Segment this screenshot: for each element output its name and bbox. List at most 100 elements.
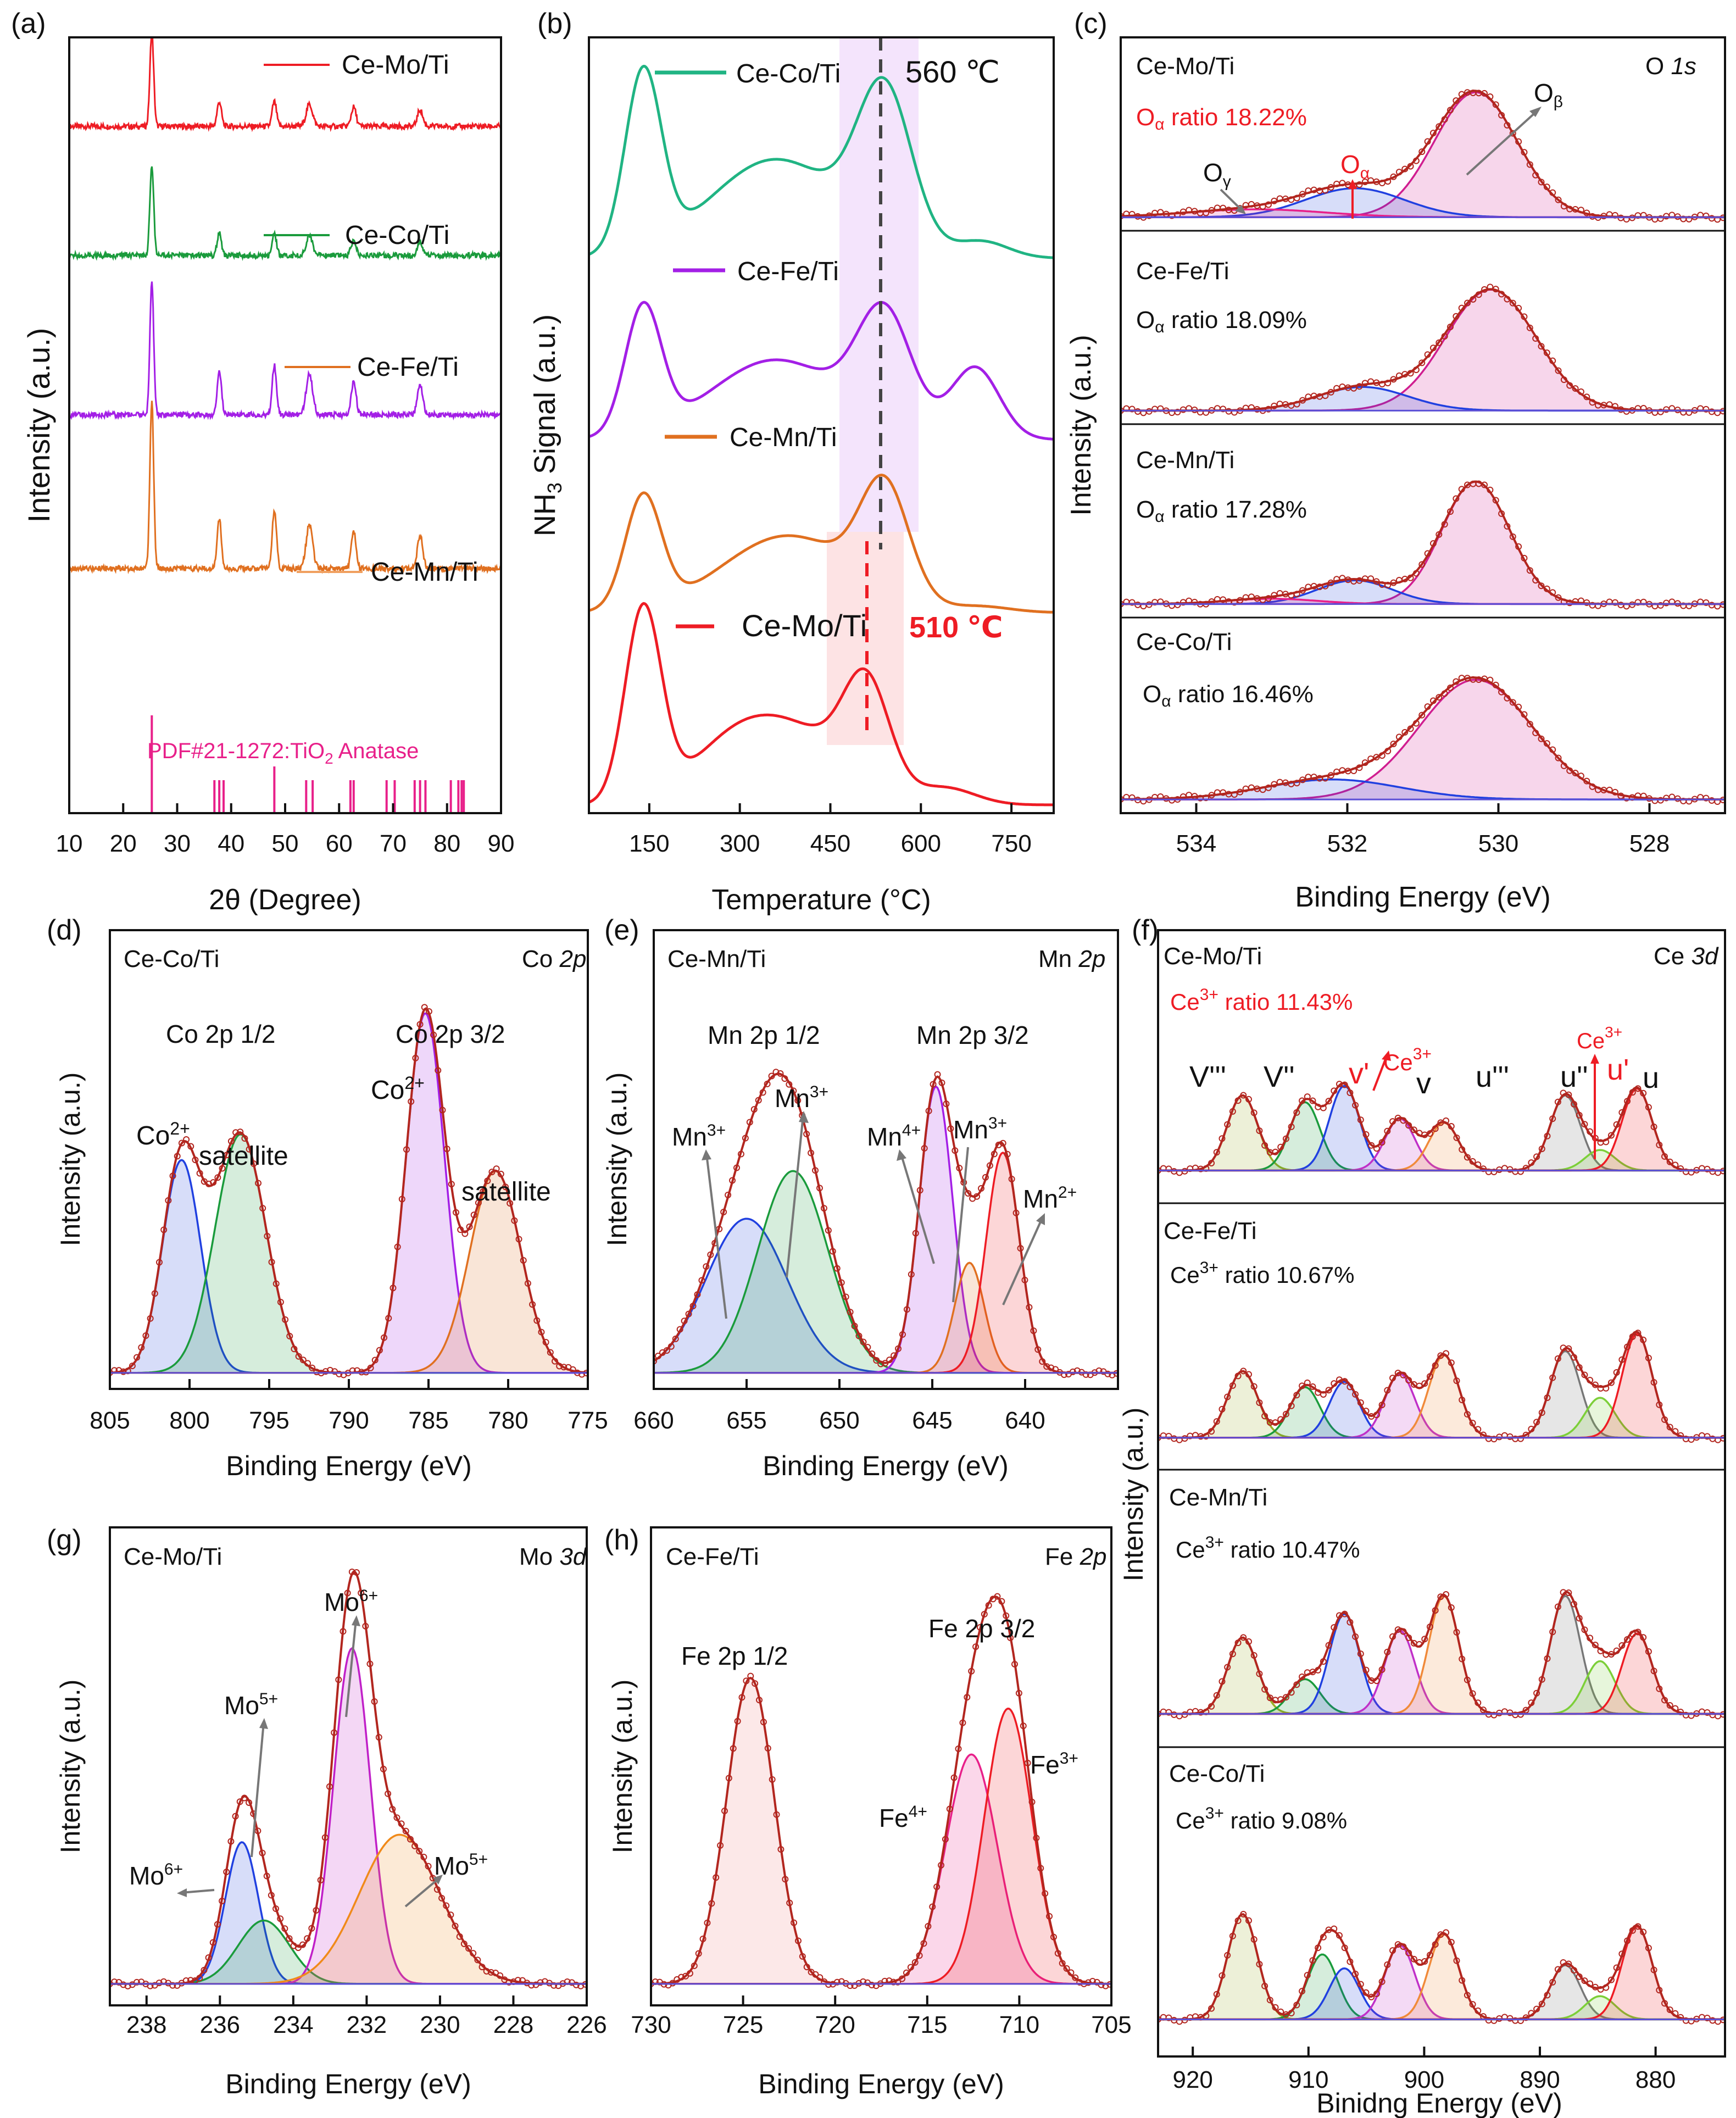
- data-point: [968, 1667, 975, 1675]
- data-point: [1256, 1127, 1263, 1134]
- data-point: [502, 1183, 509, 1191]
- data-point: [730, 1745, 737, 1752]
- data-point: [1395, 733, 1403, 741]
- data-point: [1325, 1642, 1332, 1649]
- x-axis-ticks: 730 725 720 715 710 705: [631, 1995, 1132, 2038]
- arrowhead: [799, 1111, 809, 1123]
- data-point: [1613, 1369, 1620, 1376]
- data-point: [133, 1354, 141, 1361]
- data-point: [799, 1953, 806, 1960]
- data-point: [1470, 296, 1477, 303]
- data-point: [1441, 690, 1448, 697]
- data-point: [1356, 764, 1363, 771]
- data-point: [1069, 1368, 1076, 1375]
- data-point: [1490, 1169, 1498, 1176]
- x-tick-label: 800: [169, 1407, 209, 1434]
- data-point: [367, 1364, 374, 1371]
- data-point: [1378, 180, 1386, 187]
- data-point: [461, 1230, 469, 1237]
- data-point: [925, 1923, 932, 1930]
- data-point: [1555, 196, 1562, 203]
- data-point: [487, 1969, 494, 1976]
- x-tick-label: 785: [408, 1407, 448, 1434]
- data-point: [986, 1162, 993, 1169]
- data-point: [331, 1729, 338, 1736]
- data-point: [1448, 1359, 1455, 1366]
- fit-component-fill: [654, 1171, 1118, 1373]
- sample-label-mo: Ce-Mo/Ti: [1164, 943, 1262, 970]
- panel-a: 10 20 30 40 50 60 70 80 90 Ce-Mo/Ti Ce-Co/Ti Ce-…: [21, 36, 514, 916]
- data-point: [493, 1165, 500, 1172]
- data-point: [1039, 1358, 1046, 1365]
- data-point: [930, 1081, 937, 1088]
- panel-title: Co 2p: [522, 946, 586, 972]
- data-point: [227, 1838, 235, 1845]
- data-point: [505, 1978, 513, 1986]
- data-point: [1288, 1123, 1295, 1130]
- x-axis-ticks: 660 655 650 645 640: [633, 1379, 1045, 1434]
- data-point: [1532, 171, 1539, 179]
- data-point: [663, 1347, 670, 1354]
- data-point: [1426, 1130, 1433, 1137]
- data-point: [733, 1164, 740, 1171]
- data-point: [976, 1624, 983, 1631]
- data-point: [1492, 286, 1499, 293]
- data-point: [1400, 1628, 1407, 1635]
- data-point: [1250, 1383, 1258, 1390]
- data-point: [1405, 1122, 1412, 1129]
- plot-frame: [588, 36, 1055, 814]
- peak-label-ogamma: Oγ: [1203, 158, 1231, 191]
- o1s-subplot: [1121, 283, 1725, 416]
- data-point: [654, 1352, 661, 1359]
- data-point: [375, 1734, 382, 1741]
- data-point: [1549, 1374, 1556, 1381]
- data-point: [358, 1589, 365, 1597]
- data-point: [1469, 2001, 1476, 2008]
- data-point: [1165, 1432, 1172, 1439]
- data-point: [1368, 1142, 1375, 1149]
- fit-component-fill: [110, 1920, 587, 1984]
- data-point: [1282, 1135, 1289, 1142]
- data-point: [474, 1956, 481, 1964]
- data-point: [1011, 1660, 1018, 1667]
- data-point: [241, 1135, 248, 1142]
- data-point: [1390, 579, 1397, 586]
- data-point: [1555, 367, 1562, 374]
- peak-label-mn2plus: Mn2+: [1023, 1183, 1077, 1213]
- data-point: [1432, 1362, 1439, 1369]
- sample-label: Ce-Fe/Ti: [666, 1543, 759, 1570]
- data-point: [994, 1593, 1001, 1600]
- plot-frame: [109, 1526, 588, 2006]
- sample-label: Ce-Co/Ti: [124, 946, 219, 972]
- xrd-series-line: [69, 281, 501, 421]
- data-point: [1229, 1650, 1236, 1658]
- data-point: [1587, 1980, 1594, 1987]
- fit-component-fill: [110, 1134, 588, 1373]
- legend-label-co: Ce-Co/Ti: [736, 59, 841, 88]
- data-point: [1533, 1689, 1540, 1697]
- data-point: [533, 1317, 541, 1324]
- data-point: [1213, 1149, 1220, 1156]
- panel-g: 238 236 234 232 230 228 226 Ce-Mo/Ti Mo 3d Mo6…: [55, 1526, 607, 2099]
- data-point: [1634, 1330, 1642, 1337]
- peak-label-mo6plus-2: Mo6+: [129, 1860, 183, 1890]
- data-point: [1299, 776, 1306, 783]
- data-point: [1004, 1150, 1011, 1158]
- data-point: [1104, 1370, 1111, 1377]
- data-point: [769, 1776, 776, 1783]
- data-point: [1072, 1974, 1079, 1981]
- data-point: [1272, 1148, 1279, 1155]
- data-point: [1506, 1433, 1514, 1440]
- data-point: [772, 1069, 780, 1076]
- data-point: [1203, 794, 1210, 802]
- data-point: [1661, 1153, 1668, 1160]
- tpd-series-line: [589, 64, 1054, 259]
- data-point: [480, 1188, 487, 1195]
- peak-label-u: u: [1643, 1061, 1659, 1094]
- data-point: [1389, 1375, 1396, 1382]
- data-point: [1661, 1697, 1668, 1704]
- x-axis-title: Binding Energy (eV): [758, 2069, 1004, 2099]
- data-point: [1521, 554, 1528, 562]
- data-point: [1581, 1371, 1588, 1378]
- fit-component-fill: [654, 1219, 1118, 1373]
